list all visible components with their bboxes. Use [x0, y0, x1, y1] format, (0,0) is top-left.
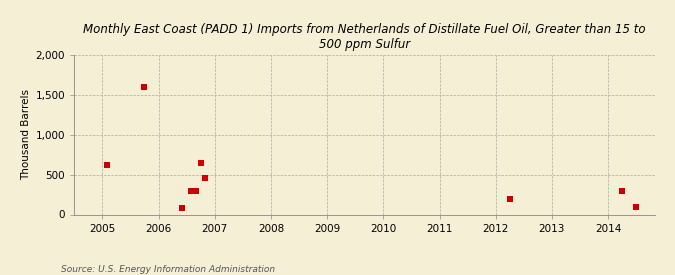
Point: [631, 205, 642, 209]
Y-axis label: Thousand Barrels: Thousand Barrels: [22, 89, 32, 180]
Point: [101, 163, 112, 167]
Point: [504, 197, 515, 202]
Point: [195, 161, 206, 166]
Point: [191, 188, 202, 193]
Title: Monthly East Coast (PADD 1) Imports from Netherlands of Distillate Fuel Oil, Gre: Monthly East Coast (PADD 1) Imports from…: [83, 23, 646, 51]
Point: [617, 189, 628, 193]
Point: [186, 189, 196, 194]
Point: [177, 206, 188, 210]
Point: [200, 176, 211, 180]
Point: [139, 85, 150, 89]
Text: Source: U.S. Energy Information Administration: Source: U.S. Energy Information Administ…: [61, 265, 275, 274]
